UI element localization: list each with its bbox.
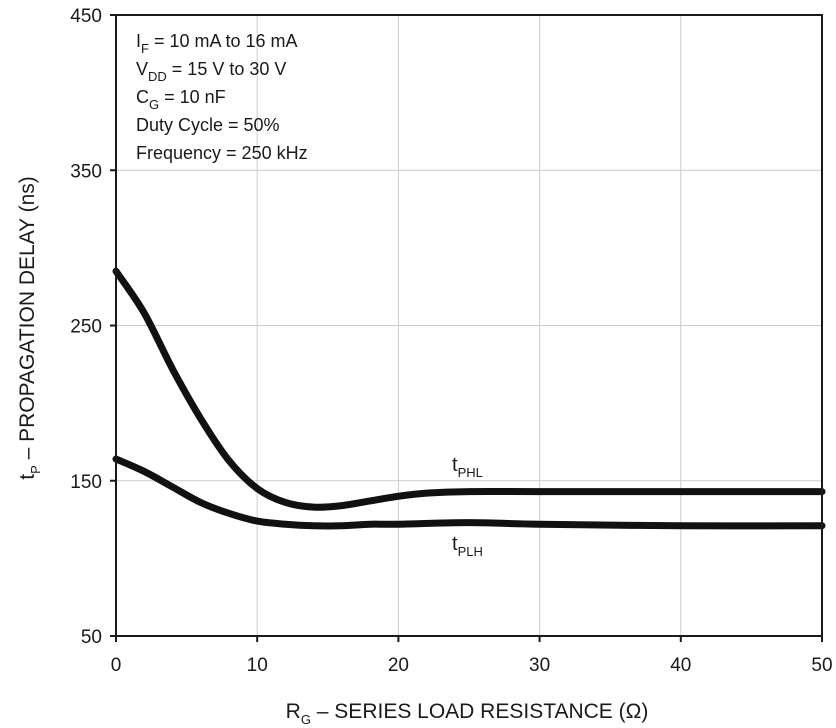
x-axis-title-sub: G xyxy=(301,712,311,727)
condition-line: Frequency = 250 kHz xyxy=(136,143,308,163)
series-label-tphl: tPHL xyxy=(452,454,483,480)
y-axis-title-main: t xyxy=(16,474,39,480)
series-label-tphl-sub: PHL xyxy=(458,465,483,480)
data-curves xyxy=(112,267,826,530)
x-tick-label: 40 xyxy=(670,655,691,676)
condition-line: VDD = 15 V to 30 V xyxy=(136,59,286,84)
condition-line: IF = 10 mA to 16 mA xyxy=(136,31,298,56)
y-tick-label: 250 xyxy=(70,317,102,338)
y-tick-label: 50 xyxy=(81,627,102,648)
y-axis-title: tP – PROPAGATION DELAY (ns) xyxy=(16,176,43,480)
x-tick-label: 20 xyxy=(388,655,409,676)
x-axis-title-rest: – SERIES LOAD RESISTANCE (Ω) xyxy=(311,700,648,723)
y-tick-label: 450 xyxy=(70,6,102,27)
y-tick-label: 350 xyxy=(70,161,102,182)
series-label-tplh: tPLH xyxy=(452,533,483,559)
series-label-tplh-sub: PLH xyxy=(458,544,483,559)
y-tick-label: 150 xyxy=(70,472,102,493)
x-tick-label: 30 xyxy=(529,655,550,676)
series-line-tphl xyxy=(112,267,826,511)
x-tick-label: 0 xyxy=(111,655,122,676)
series-line-tplh xyxy=(112,455,826,530)
x-axis-title: RG – SERIES LOAD RESISTANCE (Ω) xyxy=(286,700,649,727)
tick-labels: 0 10 20 30 40 50 450 350 250 150 50 xyxy=(70,6,832,676)
series-label-tphl-main: t xyxy=(452,454,458,476)
y-axis-title-rest: – PROPAGATION DELAY (ns) xyxy=(16,176,39,465)
test-conditions: IF = 10 mA to 16 mA VDD = 15 V to 30 V CG … xyxy=(136,31,308,163)
x-tick-label: 10 xyxy=(247,655,268,676)
grid-lines xyxy=(116,15,822,636)
x-tick-label: 50 xyxy=(811,655,832,676)
y-axis-title-sub: P xyxy=(28,465,43,474)
x-axis-title-main: R xyxy=(286,700,301,723)
series-label-tplh-main: t xyxy=(452,533,458,555)
condition-line: Duty Cycle = 50% xyxy=(136,115,280,135)
condition-line: CG = 10 nF xyxy=(136,87,226,112)
